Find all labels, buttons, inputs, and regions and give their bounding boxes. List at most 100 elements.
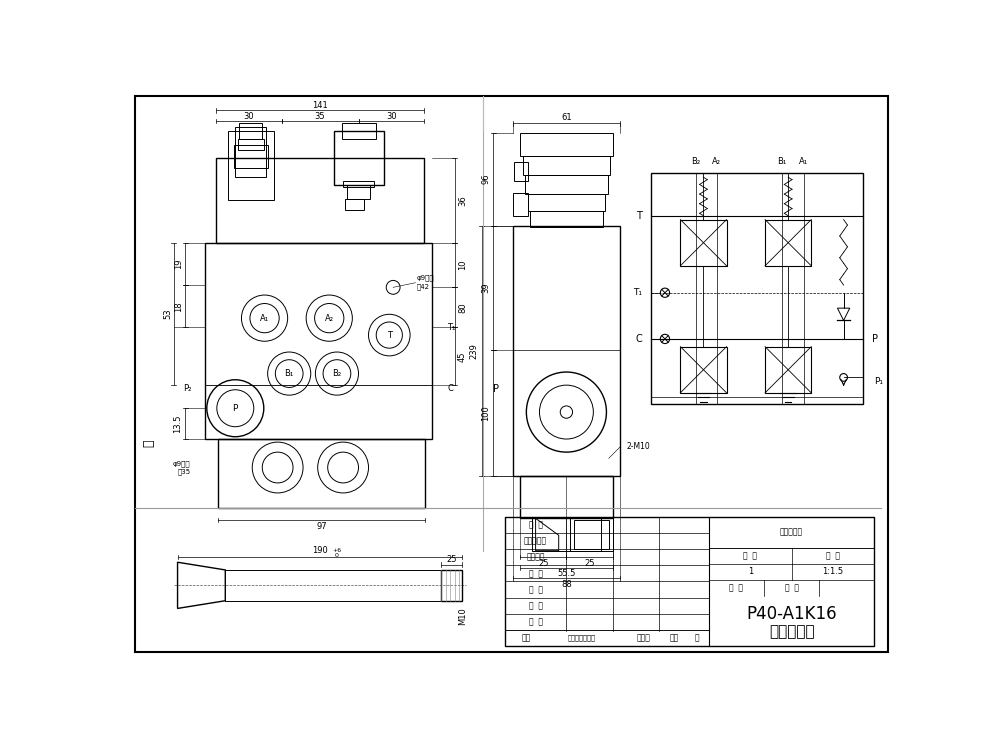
Text: A₂: A₂: [325, 313, 334, 323]
Text: B₂: B₂: [332, 369, 342, 378]
Bar: [765, 347, 811, 393]
Text: 2-M10: 2-M10: [626, 442, 650, 452]
Bar: [530, 211, 603, 227]
Text: 18: 18: [175, 301, 184, 312]
Bar: [205, 242, 432, 439]
Bar: [709, 517, 874, 548]
Text: 图样部代号: 图样部代号: [780, 528, 803, 537]
Text: P: P: [493, 384, 499, 394]
Text: 39: 39: [481, 283, 490, 293]
Text: 静起: 静起: [522, 633, 531, 642]
Bar: [680, 347, 727, 393]
Text: C: C: [635, 334, 642, 344]
Bar: [680, 219, 727, 266]
Bar: [523, 156, 610, 175]
Bar: [218, 439, 425, 508]
Bar: [525, 175, 608, 194]
Bar: [520, 132, 613, 156]
Text: P₂: P₂: [183, 384, 191, 393]
Text: T: T: [387, 330, 392, 340]
Text: 239: 239: [470, 343, 479, 359]
Text: 141: 141: [312, 101, 328, 110]
Text: 高35: 高35: [178, 469, 191, 475]
Text: 角  度: 角 度: [729, 584, 743, 593]
Text: B₂: B₂: [691, 157, 700, 166]
Text: 53: 53: [163, 309, 172, 319]
Text: P40-A1K16: P40-A1K16: [746, 605, 837, 623]
Text: 制  图: 制 图: [529, 602, 543, 610]
Bar: [343, 181, 374, 187]
Text: 190: 190: [312, 546, 328, 555]
Bar: [441, 570, 462, 601]
Text: 更改人: 更改人: [636, 633, 650, 642]
Text: 35: 35: [315, 112, 325, 121]
Text: 13.5: 13.5: [173, 415, 182, 433]
Bar: [228, 131, 274, 200]
Text: 19: 19: [175, 259, 184, 269]
Text: 设  计: 设 计: [529, 617, 543, 627]
Text: φ9通孔: φ9通孔: [173, 460, 191, 467]
Text: M10: M10: [458, 607, 467, 625]
Text: 30: 30: [243, 112, 254, 121]
Text: 36: 36: [458, 195, 467, 205]
Bar: [514, 162, 528, 181]
Bar: [574, 520, 609, 549]
Bar: [651, 174, 863, 404]
Text: 25: 25: [446, 556, 457, 565]
Text: +6: +6: [332, 548, 342, 554]
Text: 1: 1: [748, 568, 753, 576]
Bar: [532, 518, 601, 551]
Text: T₁: T₁: [447, 323, 455, 332]
Text: 数  量: 数 量: [743, 551, 757, 560]
Text: 25: 25: [584, 559, 595, 568]
Text: A₂: A₂: [712, 157, 721, 166]
Bar: [520, 476, 613, 518]
Text: 日期: 日期: [670, 633, 679, 642]
Bar: [239, 123, 262, 139]
Text: T₁: T₁: [633, 288, 642, 297]
Text: A₁: A₁: [260, 313, 269, 323]
Text: B₁: B₁: [285, 369, 294, 378]
Text: 批: 批: [695, 633, 700, 642]
Text: C: C: [447, 384, 453, 393]
Text: 工艺检查: 工艺检查: [526, 553, 545, 562]
Text: 30: 30: [386, 112, 397, 121]
Text: 1:1.5: 1:1.5: [822, 568, 844, 576]
Text: 45: 45: [458, 351, 467, 361]
Text: 96: 96: [481, 174, 490, 185]
Bar: [347, 185, 370, 199]
Bar: [765, 219, 811, 266]
Bar: [234, 145, 268, 168]
Text: 质  量: 质 量: [785, 584, 799, 593]
Text: P₁: P₁: [874, 377, 883, 386]
Bar: [505, 517, 874, 646]
Text: 二联多路阀: 二联多路阀: [769, 624, 814, 640]
Text: 88: 88: [561, 580, 572, 589]
Text: T: T: [636, 211, 642, 221]
Bar: [512, 225, 620, 476]
Text: 55.5: 55.5: [557, 569, 576, 579]
Bar: [570, 518, 613, 551]
Text: 97: 97: [316, 522, 327, 531]
Text: P: P: [872, 334, 878, 344]
Text: 正内容更改单号: 正内容更改单号: [568, 634, 596, 641]
Text: 25: 25: [538, 559, 549, 568]
Text: 高42: 高42: [416, 283, 429, 290]
Text: A₁: A₁: [799, 157, 808, 166]
Bar: [216, 158, 424, 242]
Text: 审  批: 审 批: [529, 520, 543, 529]
Text: 标准化检查: 标准化检查: [524, 537, 547, 545]
Text: φ9通孔: φ9通孔: [416, 275, 434, 282]
Bar: [238, 139, 264, 150]
Bar: [342, 123, 376, 139]
Text: B₁: B₁: [777, 157, 787, 166]
Text: 比  例: 比 例: [826, 551, 840, 560]
Text: P: P: [233, 403, 238, 412]
Bar: [334, 131, 384, 185]
Text: 校  对: 校 对: [529, 569, 543, 578]
Text: 记: 记: [143, 439, 156, 447]
Text: 0: 0: [335, 553, 339, 558]
Bar: [345, 199, 364, 211]
Bar: [512, 193, 528, 216]
Text: 61: 61: [561, 114, 572, 123]
